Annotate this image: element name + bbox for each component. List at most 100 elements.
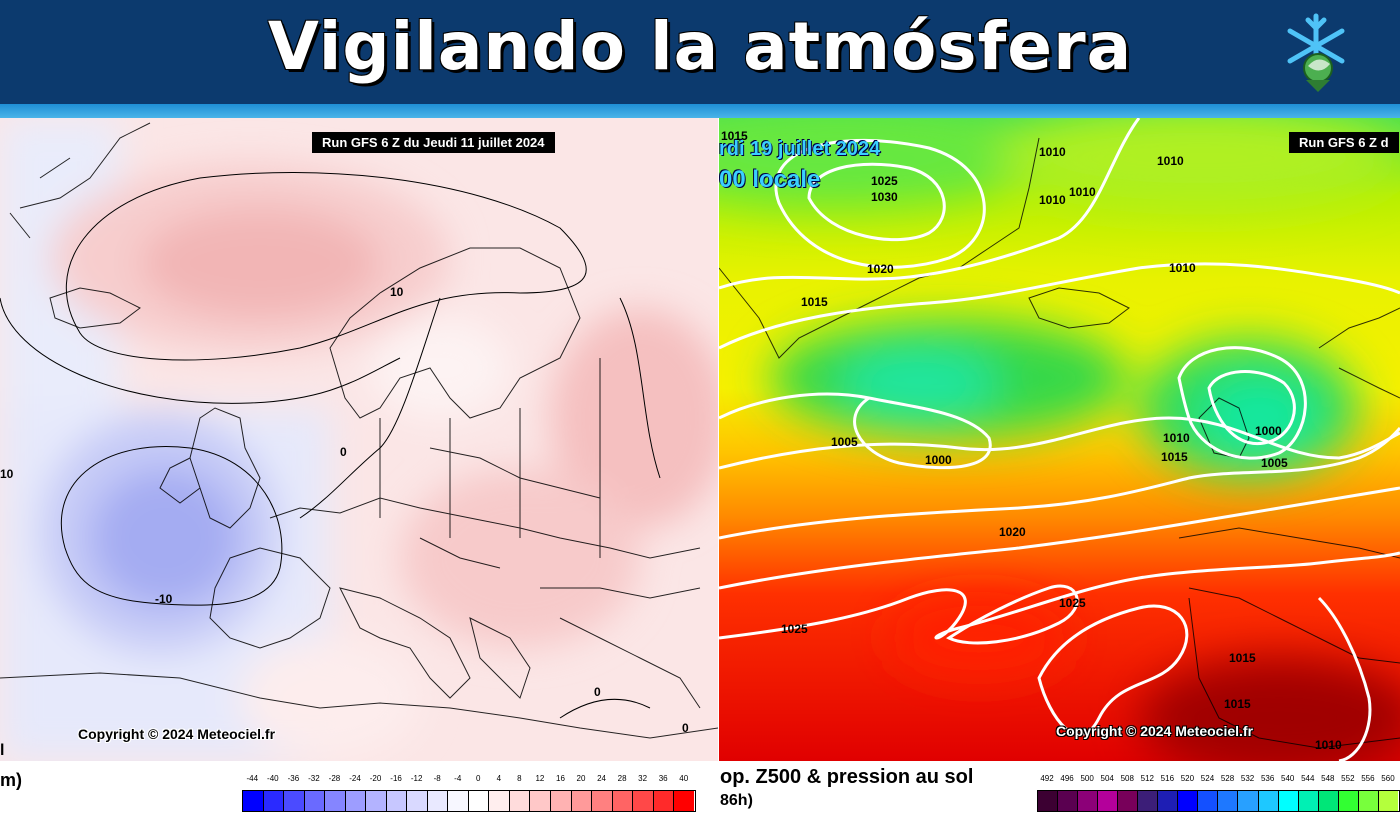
legend-tick-label: 500 bbox=[1080, 774, 1094, 783]
legend-swatch bbox=[1318, 791, 1339, 811]
legend-tick-label: 544 bbox=[1301, 774, 1315, 783]
isobar-label: 1000 bbox=[925, 453, 952, 467]
legend-swatch bbox=[1378, 791, 1398, 811]
legend-tick-label: -8 bbox=[433, 774, 441, 783]
legend-color-bar bbox=[242, 790, 696, 812]
legend-tick-label: 532 bbox=[1240, 774, 1255, 783]
left-caption-fragment: l bbox=[0, 742, 5, 759]
legend-tick-label: 508 bbox=[1120, 774, 1134, 783]
legend-tick-label: 4 bbox=[496, 774, 502, 783]
isobar-label: 1010 bbox=[1169, 261, 1196, 275]
isobar-label: 1010 bbox=[1163, 431, 1190, 445]
isobar-label: 1015 bbox=[801, 295, 828, 309]
legend-ticks: 492 496 500 504 508 512 516 520 524 528 532 536 540 5… bbox=[1035, 774, 1400, 786]
contour-label: 10 bbox=[390, 285, 404, 299]
isobar-label: 1030 bbox=[871, 190, 898, 204]
legend-tick-label: -20 bbox=[369, 774, 382, 783]
legend-swatch bbox=[1178, 791, 1199, 811]
legend-swatch bbox=[263, 791, 285, 811]
contour-label: 0 bbox=[594, 685, 601, 699]
legend-tick-label: 512 bbox=[1140, 774, 1154, 783]
isobar-label: 1015 bbox=[1161, 450, 1188, 464]
header-accent-band bbox=[0, 104, 1400, 118]
temperature-anomaly-legend: -44 -40 -36 -32 -28 -24 -20 -16 -12 -8 -4 0 4 8 12 16 20… bbox=[240, 774, 696, 814]
isobar-label: 1020 bbox=[867, 262, 894, 276]
legend-tick-label: 36 bbox=[658, 774, 668, 783]
legend-swatch bbox=[1298, 791, 1319, 811]
legend-tick-label: 16 bbox=[556, 774, 565, 783]
legend-swatch bbox=[1198, 791, 1219, 811]
temperature-anomaly-map: 10 0 -10 10 0 0 Run GFS 6 Z du Jeudi 11 … bbox=[0, 118, 718, 761]
legend-tick-label: 24 bbox=[597, 774, 606, 783]
legend-tick-label: 556 bbox=[1361, 774, 1375, 783]
legend-swatch bbox=[1138, 791, 1159, 811]
legend-swatch bbox=[1038, 791, 1059, 811]
legend-tick-label: 28 bbox=[617, 774, 627, 783]
legend-tick-label: 548 bbox=[1321, 774, 1335, 783]
run-label: Run GFS 6 Z du Jeudi 11 juillet 2024 bbox=[312, 132, 555, 153]
legend-tick-label: -32 bbox=[308, 774, 320, 783]
legend-tick-label: 8 bbox=[517, 774, 522, 783]
legend-swatch bbox=[345, 791, 367, 811]
left-caption-unit: m) bbox=[0, 770, 22, 790]
isobar-label: 1025 bbox=[781, 622, 808, 636]
legend-tick-label: 516 bbox=[1160, 774, 1175, 783]
legend-swatch bbox=[530, 791, 551, 811]
right-caption-forecast-hour: 86h) bbox=[720, 792, 753, 809]
legend-swatch bbox=[571, 791, 593, 811]
contour-label: 10 bbox=[0, 467, 14, 481]
legend-swatch bbox=[325, 791, 346, 811]
isobar-label: 1015 bbox=[1224, 697, 1251, 711]
legend-swatch bbox=[1078, 791, 1099, 811]
legend-swatch bbox=[1278, 791, 1299, 811]
contour-label: 0 bbox=[340, 445, 347, 459]
legend-swatch bbox=[1098, 791, 1119, 811]
legend-swatch bbox=[509, 791, 531, 811]
legend-swatch bbox=[407, 791, 428, 811]
legend-tick-label: 528 bbox=[1220, 774, 1235, 783]
legend-swatch bbox=[386, 791, 408, 811]
run-label: Run GFS 6 Z d bbox=[1289, 132, 1399, 153]
legend-swatch bbox=[1258, 791, 1279, 811]
legend-swatch bbox=[1238, 791, 1259, 811]
legend-swatch bbox=[427, 791, 449, 811]
copyright-label: Copyright © 2024 Meteociel.fr bbox=[78, 726, 276, 742]
snowflake-icon bbox=[1287, 13, 1345, 92]
isobar-label: 1015 bbox=[1229, 651, 1256, 665]
legend-swatch bbox=[448, 791, 469, 811]
legend-tick-label: -44 bbox=[246, 774, 259, 783]
isobar-label: 1000 bbox=[1255, 424, 1282, 438]
legend-tick-label: 504 bbox=[1100, 774, 1114, 783]
legend-swatch bbox=[1218, 791, 1239, 811]
legend-swatch bbox=[612, 791, 634, 811]
legend-tick-label: -16 bbox=[390, 774, 402, 783]
forecast-date-overlay: rdi 19 juillet 2024 bbox=[719, 138, 881, 160]
copyright-label: Copyright © 2024 Meteociel.fr bbox=[1056, 723, 1254, 739]
isobar-label: 1025 bbox=[1059, 596, 1086, 610]
isobar-label: 1005 bbox=[831, 435, 858, 449]
legend-swatch bbox=[592, 791, 613, 811]
legend-swatch bbox=[243, 791, 264, 811]
legend-tick-label: 524 bbox=[1200, 774, 1215, 783]
legend-tick-label: 20 bbox=[576, 774, 586, 783]
legend-swatch bbox=[633, 791, 654, 811]
legend-swatch bbox=[1158, 791, 1179, 811]
contour-label: -10 bbox=[155, 592, 173, 606]
right-caption-title: op. Z500 & pression au sol bbox=[720, 766, 974, 788]
legend-swatch bbox=[366, 791, 387, 811]
legend-tick-label: -24 bbox=[349, 774, 361, 783]
header-bar: Vigilando la atmósfera bbox=[0, 0, 1400, 104]
contour-label: 0 bbox=[682, 721, 689, 735]
legend-swatch bbox=[550, 791, 572, 811]
legend-swatch bbox=[284, 791, 305, 811]
legend-tick-label: 0 bbox=[476, 774, 481, 783]
legend-tick-label: -36 bbox=[287, 774, 300, 783]
isobar-label: 1010 bbox=[1039, 145, 1066, 159]
isobar-label: 1010 bbox=[1069, 185, 1096, 199]
legend-tick-label: -12 bbox=[410, 774, 423, 783]
isobar-label: 1015 bbox=[721, 129, 748, 143]
legend-swatch bbox=[674, 791, 694, 811]
isobar-label: 1010 bbox=[1157, 154, 1184, 168]
isobar-label: 1020 bbox=[999, 525, 1026, 539]
legend-tick-label: 496 bbox=[1060, 774, 1074, 783]
